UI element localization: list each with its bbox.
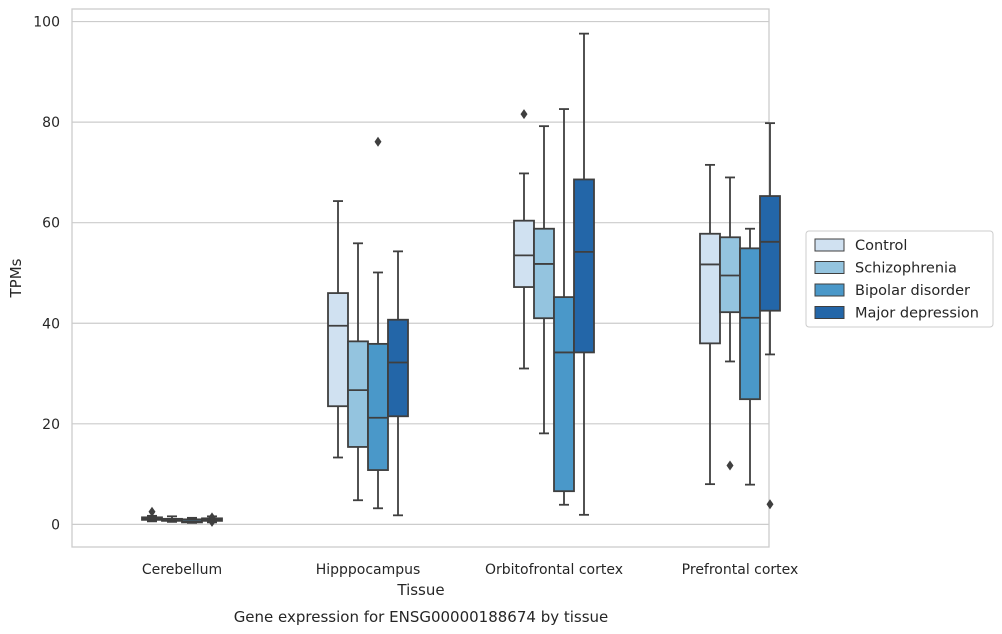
box: [201, 512, 223, 527]
box: [573, 32, 595, 516]
legend-swatch: [814, 261, 845, 274]
outlier-point: [520, 109, 528, 120]
box: [347, 242, 369, 502]
box-iqr: [739, 247, 761, 401]
y-tick-label-40: 40: [42, 316, 60, 332]
gridlines: [72, 20, 769, 525]
legend-label: Bipolar disorder: [855, 283, 970, 299]
box-iqr: [573, 178, 595, 354]
legend-swatch: [814, 238, 845, 252]
x-tick-label: Orbitofrontal cortex: [485, 562, 623, 578]
box-groups: [141, 32, 781, 527]
box: [739, 227, 761, 486]
outlier-point: [726, 460, 734, 471]
box: [553, 108, 575, 506]
outlier-point: [148, 506, 156, 517]
box-iqr: [367, 342, 389, 471]
series-major-depression: [201, 32, 781, 527]
box: [181, 516, 203, 524]
legend-label: Major depression: [855, 306, 979, 322]
series-schizophrenia: [161, 125, 741, 523]
legend-label: Control: [855, 238, 907, 254]
series-bipolar-disorder: [181, 108, 761, 524]
legend-swatch: [814, 306, 845, 319]
box-iqr: [387, 318, 409, 418]
box: [513, 109, 535, 370]
box-iqr: [699, 232, 721, 345]
legend-swatch: [814, 283, 845, 297]
box-iqr: [327, 292, 349, 408]
box-iqr: [347, 340, 369, 448]
box: [719, 176, 741, 471]
x-tick-label: Prefrontal cortex: [682, 562, 799, 578]
box: [327, 200, 349, 459]
box-iqr: [533, 227, 555, 320]
outlier-point: [374, 136, 382, 147]
x-tick-label: Cerebellum: [142, 562, 222, 578]
legend-frame: [805, 230, 994, 328]
box: [367, 136, 389, 510]
box: [759, 122, 781, 510]
chart-caption: Gene expression for ENSG00000188674 by t…: [234, 608, 609, 626]
y-axis-label: TPMs: [7, 258, 25, 298]
x-tick-labels: Cerebellum Hipppocampus Orbitofrontal cort…: [142, 562, 798, 578]
outlier-point: [766, 499, 774, 510]
box-iqr: [553, 296, 575, 493]
y-tick-label-100: 100: [33, 15, 60, 31]
box: [141, 506, 163, 523]
plot-area-frame: [71, 8, 770, 548]
legend: Control Schizophrenia Bipolar disorder Majo…: [805, 230, 994, 328]
legend-label: Schizophrenia: [855, 261, 957, 277]
y-tick-label-0: 0: [51, 517, 60, 533]
box: [387, 250, 409, 517]
box-iqr: [513, 219, 535, 288]
y-tick-labels: 0 20 40 60 80 100: [33, 15, 60, 534]
box-iqr: [759, 195, 781, 312]
y-tick-label-20: 20: [42, 417, 60, 433]
box: [161, 515, 183, 523]
series-control: [141, 109, 721, 523]
y-tick-label-80: 80: [42, 115, 60, 131]
x-tick-label: Hipppocampus: [316, 562, 421, 578]
outlier-point: [208, 516, 216, 527]
x-axis-label: Tissue: [396, 581, 444, 599]
box: [533, 125, 555, 435]
box: [699, 163, 721, 486]
y-tick-label-60: 60: [42, 216, 60, 232]
